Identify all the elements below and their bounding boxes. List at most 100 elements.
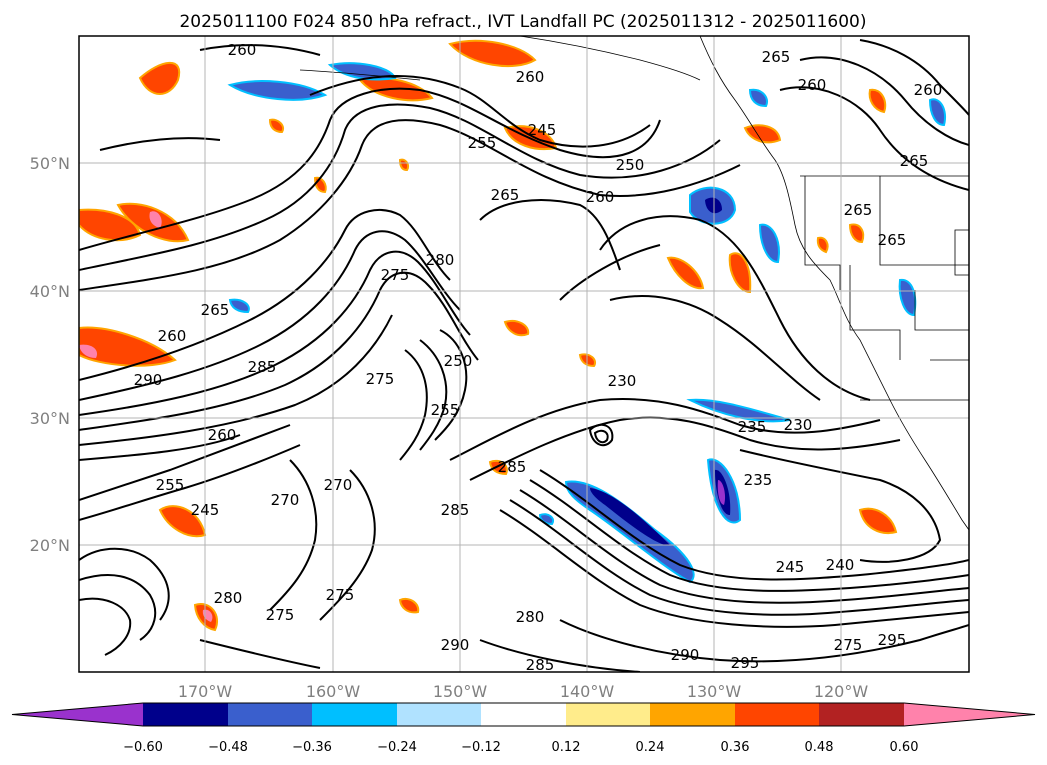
contour-line bbox=[499, 509, 969, 628]
colorbar-segment bbox=[904, 703, 1035, 726]
contour-label: 275 bbox=[326, 586, 355, 604]
colorbar-tick-label: −0.48 bbox=[208, 740, 248, 755]
negative-patch bbox=[748, 88, 768, 108]
map-title: 2025011100 F024 850 hPa refract., IVT La… bbox=[179, 12, 866, 32]
negative-patch bbox=[327, 62, 397, 81]
contour-label: 240 bbox=[826, 556, 855, 574]
contour-line bbox=[599, 215, 871, 401]
contour-line bbox=[609, 295, 821, 401]
border-line bbox=[804, 176, 841, 290]
negative-patch bbox=[758, 223, 780, 264]
contour-line bbox=[419, 339, 448, 451]
colorbar-segment bbox=[228, 703, 312, 726]
contour-line bbox=[79, 314, 393, 446]
contour-label: 260 bbox=[914, 81, 943, 99]
contour-label: 260 bbox=[228, 41, 257, 59]
contour-label: 270 bbox=[271, 491, 300, 509]
positive-patch bbox=[79, 208, 142, 242]
lat-label-20n: 20°N bbox=[30, 536, 70, 555]
contour-line bbox=[319, 469, 376, 621]
contour-label: 275 bbox=[834, 636, 863, 654]
colorbar-outline bbox=[11, 702, 1036, 727]
contour-line bbox=[399, 349, 428, 461]
lon-label-150w: 150°W bbox=[433, 682, 488, 701]
coastline bbox=[699, 36, 969, 531]
contour-line bbox=[79, 230, 461, 401]
contour-line bbox=[79, 597, 132, 656]
colorbar-segment bbox=[143, 703, 228, 726]
contour-line bbox=[509, 499, 969, 616]
contour-label: 250 bbox=[444, 352, 473, 370]
negative-patch bbox=[898, 278, 917, 317]
colorbar-segment bbox=[312, 703, 397, 726]
contour-line bbox=[539, 469, 969, 581]
contour-label: 290 bbox=[671, 646, 700, 664]
positive-patch bbox=[666, 256, 705, 290]
contour-label: 260 bbox=[798, 76, 827, 94]
contour-label: 230 bbox=[608, 372, 637, 390]
positive-patch bbox=[448, 39, 537, 67]
colorbar-tick-label: 0.60 bbox=[890, 740, 919, 755]
contour-label: 260 bbox=[208, 426, 237, 444]
contour-label: 255 bbox=[468, 134, 497, 152]
negative-patch bbox=[538, 513, 554, 526]
contour-label: 230 bbox=[784, 416, 813, 434]
contour-label: 260 bbox=[586, 188, 615, 206]
contour-label: 235 bbox=[738, 418, 767, 436]
colorbar-segment bbox=[735, 703, 819, 726]
positive-patch bbox=[728, 252, 752, 294]
contour-label: 255 bbox=[156, 476, 185, 494]
lon-label-130w: 130°W bbox=[687, 682, 742, 701]
contour-line bbox=[434, 329, 468, 441]
contour-label: 290 bbox=[441, 636, 470, 654]
contour-line bbox=[79, 547, 170, 621]
positive-patch bbox=[138, 61, 181, 95]
contour-line bbox=[79, 87, 661, 251]
contour-line bbox=[859, 39, 969, 116]
contour-line bbox=[79, 434, 241, 461]
positive-patch bbox=[149, 211, 162, 228]
colorbar-ticks: −0.60 −0.48 −0.36 −0.24 −0.12 0.12 0.24 … bbox=[123, 740, 918, 755]
contour-line bbox=[559, 619, 969, 663]
contour-line bbox=[199, 639, 321, 669]
border-line bbox=[849, 265, 901, 360]
positive-patch bbox=[79, 344, 98, 358]
positive-patch bbox=[503, 320, 530, 337]
contour-line bbox=[479, 199, 621, 271]
colorbar-tick-label: −0.60 bbox=[123, 740, 163, 755]
colorbar-tick-label: −0.36 bbox=[292, 740, 332, 755]
lon-label-160w: 160°W bbox=[306, 682, 361, 701]
colorbar-segments bbox=[11, 702, 1036, 727]
border-line bbox=[914, 290, 969, 331]
contour-label: 265 bbox=[878, 231, 907, 249]
contour-line bbox=[99, 137, 221, 151]
positive-patch bbox=[398, 158, 410, 172]
contour-line bbox=[79, 103, 721, 271]
negative-patch bbox=[227, 80, 328, 101]
lat-label-40n: 40°N bbox=[30, 282, 70, 301]
colorbar-segment bbox=[566, 703, 650, 726]
contour-label: 265 bbox=[900, 152, 929, 170]
negative-patch bbox=[228, 298, 250, 314]
coastlines bbox=[299, 36, 969, 531]
contour-label: 235 bbox=[744, 471, 773, 489]
contour-label: 285 bbox=[498, 458, 527, 476]
contour-label: 270 bbox=[324, 476, 353, 494]
contour-line bbox=[593, 429, 609, 444]
contour-line bbox=[79, 250, 471, 416]
contour-line bbox=[449, 398, 881, 461]
colorbar: −0.60 −0.48 −0.36 −0.24 −0.12 0.12 0.24 … bbox=[11, 702, 1036, 755]
contour-line bbox=[79, 271, 479, 431]
negative-patch bbox=[928, 98, 946, 127]
shaded-fill bbox=[79, 39, 946, 632]
latitude-labels: 50°N 40°N 30°N 20°N bbox=[30, 154, 70, 555]
contour-lines bbox=[79, 39, 969, 672]
map-area: 260 260 245 255 250 260 265 265 260 265 … bbox=[79, 36, 969, 674]
contour-label: 265 bbox=[762, 48, 791, 66]
positive-patch bbox=[848, 223, 865, 244]
contour-line bbox=[529, 479, 969, 592]
colorbar-segment bbox=[397, 703, 481, 726]
contour-label: 285 bbox=[526, 656, 555, 674]
lon-label-140w: 140°W bbox=[560, 682, 615, 701]
